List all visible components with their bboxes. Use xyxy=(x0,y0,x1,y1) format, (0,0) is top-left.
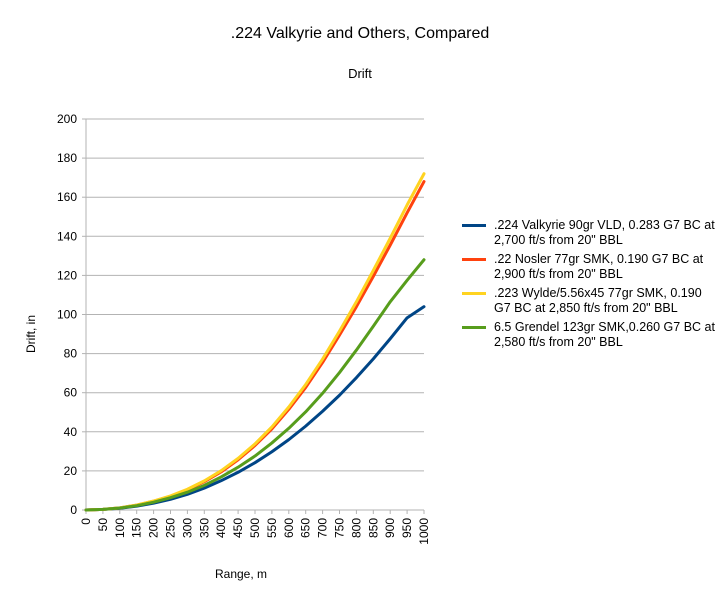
x-tick-label: 1000 xyxy=(417,518,431,545)
series-line-1 xyxy=(84,305,426,512)
x-tick-label: 350 xyxy=(197,518,211,538)
y-tick-label: 40 xyxy=(64,425,78,439)
y-tick-label: 120 xyxy=(57,268,77,282)
y-tick-label: 60 xyxy=(64,386,78,400)
y-tick-label: 100 xyxy=(57,308,77,322)
legend-swatch xyxy=(462,326,486,329)
legend-item: .224 Valkyrie 90gr VLD, 0.283 G7 BC at 2… xyxy=(462,218,716,248)
x-tick-label: 950 xyxy=(400,518,414,538)
x-tick-label: 600 xyxy=(282,518,296,538)
legend-label: .224 Valkyrie 90gr VLD, 0.283 G7 BC at 2… xyxy=(494,218,715,247)
x-tick-label: 650 xyxy=(299,518,313,538)
y-tick-label: 0 xyxy=(70,503,77,517)
legend: .224 Valkyrie 90gr VLD, 0.283 G7 BC at 2… xyxy=(462,218,716,354)
axes xyxy=(82,118,425,514)
x-tick-label: 500 xyxy=(248,518,262,538)
legend-item: 6.5 Grendel 123gr SMK,0.260 G7 BC at 2,5… xyxy=(462,320,716,350)
x-tick-label: 800 xyxy=(349,518,363,538)
legend-swatch xyxy=(462,258,486,261)
x-tick-label: 550 xyxy=(265,518,279,538)
x-tick-label: 750 xyxy=(333,518,347,538)
y-tick-labels: 0 20 40 60 80 100 120 140 160 180 200 xyxy=(57,112,77,517)
x-tick-label: 100 xyxy=(113,518,127,538)
x-axis-label: Range, m xyxy=(215,567,267,581)
legend-label: .223 Wylde/5.56x45 77gr SMK, 0.190 G7 BC… xyxy=(494,286,702,315)
legend-swatch xyxy=(462,224,486,227)
series-lines xyxy=(84,172,426,512)
chart-subtitle: Drift xyxy=(348,66,372,81)
y-tick-label: 180 xyxy=(57,151,77,165)
x-tick-label: 200 xyxy=(147,518,161,538)
y-tick-label: 140 xyxy=(57,229,77,243)
series-line-3 xyxy=(84,172,426,512)
x-tick-label: 250 xyxy=(164,518,178,538)
legend-item: .223 Wylde/5.56x45 77gr SMK, 0.190 G7 BC… xyxy=(462,286,716,316)
y-tick-label: 20 xyxy=(64,464,78,478)
x-tick-label: 850 xyxy=(366,518,380,538)
x-tick-label: 300 xyxy=(180,518,194,538)
chart-title: .224 Valkyrie and Others, Compared xyxy=(231,25,490,42)
x-tick-label: 900 xyxy=(383,518,397,538)
y-tick-label: 80 xyxy=(64,347,78,361)
x-tick-label: 50 xyxy=(96,518,110,532)
x-tick-label: 400 xyxy=(214,518,228,538)
x-tick-label: 450 xyxy=(231,518,245,538)
series-line-2 xyxy=(84,180,426,512)
y-tick-label: 200 xyxy=(57,112,77,126)
series-line-4 xyxy=(84,258,426,512)
legend-swatch xyxy=(462,292,486,295)
x-tick-label: 700 xyxy=(316,518,330,538)
grid-lines xyxy=(86,118,424,511)
y-tick-label: 160 xyxy=(57,190,77,204)
legend-label: 6.5 Grendel 123gr SMK,0.260 G7 BC at 2,5… xyxy=(494,320,715,349)
x-tick-label: 0 xyxy=(79,518,93,525)
x-tick-labels: 0 50 100 150 200 250 300 350 400 450 500 550 600 650 7… xyxy=(79,518,431,545)
legend-label: .22 Nosler 77gr SMK, 0.190 G7 BC at 2,90… xyxy=(494,252,704,281)
y-axis-label: Drift, in xyxy=(24,315,38,353)
x-tick-label: 150 xyxy=(130,518,144,538)
legend-item: .22 Nosler 77gr SMK, 0.190 G7 BC at 2,90… xyxy=(462,252,716,282)
